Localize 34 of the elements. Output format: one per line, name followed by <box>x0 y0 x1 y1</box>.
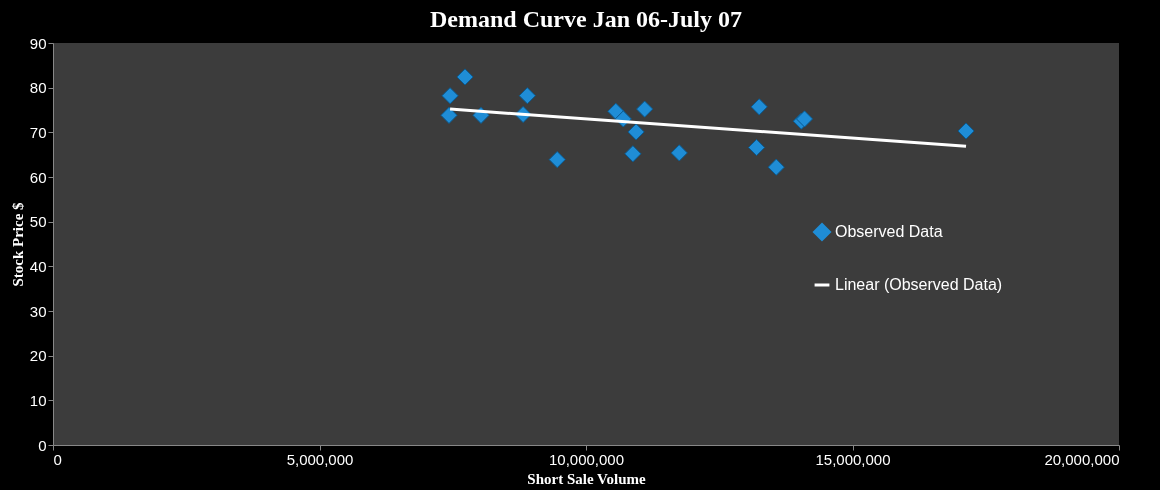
y-tick-label: 90 <box>29 34 47 52</box>
point <box>456 68 474 86</box>
y-tick-label: 30 <box>29 302 47 320</box>
point <box>748 138 766 157</box>
y-tick-label: 50 <box>29 213 47 231</box>
point <box>627 123 645 141</box>
legend-label: Linear (Observed Data) <box>835 276 1003 293</box>
point <box>624 145 642 163</box>
x-tick-label: 15,000,000 <box>815 450 891 468</box>
chart-title: Demand Curve Jan 06-July 07 <box>429 6 743 32</box>
point <box>518 87 536 105</box>
y-tick-label: 80 <box>29 79 47 97</box>
x-axis-title: Short Sale Volume <box>527 470 647 487</box>
point <box>548 151 566 169</box>
point <box>441 87 459 105</box>
point <box>440 106 458 124</box>
y-tick-label: 40 <box>29 257 47 275</box>
point <box>957 122 975 140</box>
legend-label: Observed Data <box>835 223 943 240</box>
point <box>767 158 785 176</box>
x-tick-label: 0 <box>53 450 62 468</box>
point <box>636 100 654 118</box>
point <box>795 110 814 128</box>
y-tick-label: 10 <box>29 391 47 409</box>
x-tick-label: 10,000,000 <box>548 450 625 468</box>
y-tick-label: 70 <box>29 123 47 141</box>
y-tick-label: 20 <box>29 347 47 365</box>
y-tick-label: 60 <box>29 168 47 186</box>
x-tick-label: 20,000,000 <box>1044 450 1120 468</box>
point <box>670 144 688 162</box>
y-axis-title: Stock Price $ <box>9 201 26 287</box>
x-tick-label: 5,000,000 <box>286 450 354 468</box>
point <box>750 98 768 116</box>
y-tick-label: 0 <box>38 436 47 454</box>
